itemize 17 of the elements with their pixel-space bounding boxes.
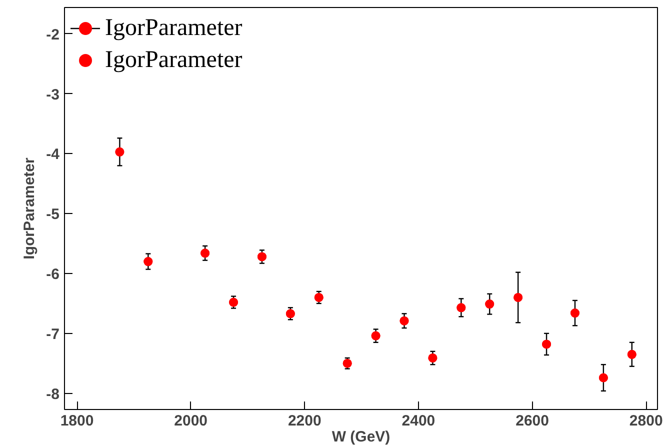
y-tick-label: -8 (46, 386, 60, 403)
x-axis-title: W (GeV) (332, 428, 390, 446)
y-axis-title: IgorParameter (21, 157, 38, 260)
x-tick-label: 2000 (174, 412, 208, 430)
y-tick-label: -7 (46, 326, 60, 343)
y-tick-label: -2 (46, 26, 60, 44)
y-tick-label: -3 (46, 86, 60, 104)
x-tick-label: 2800 (629, 412, 663, 430)
legend-label: IgorParameter (105, 46, 242, 74)
x-tick-label: 2600 (516, 412, 549, 430)
y-tick-label: -5 (46, 206, 60, 224)
x-tick-label: 2200 (288, 412, 322, 430)
legend-label: IgorParameter (105, 14, 242, 42)
x-tick-label: 2400 (402, 412, 436, 430)
x-tick-label: 1800 (60, 412, 94, 430)
y-tick-label: -6 (46, 266, 60, 284)
y-tick-label: -4 (46, 146, 60, 164)
